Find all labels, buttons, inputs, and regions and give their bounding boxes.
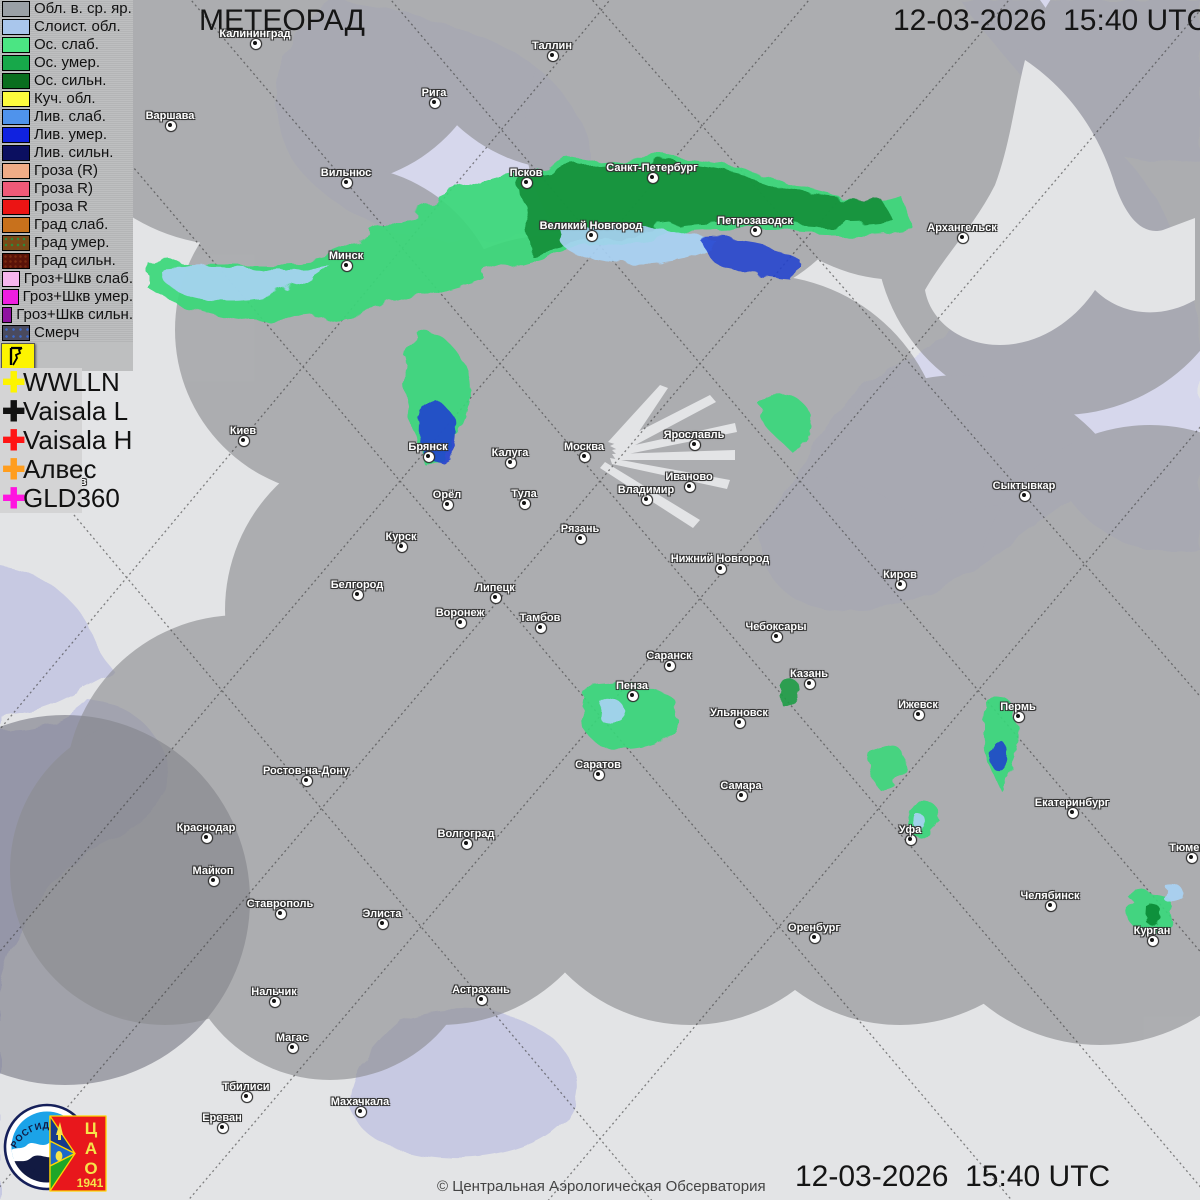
svg-text:1941: 1941 [77,1176,104,1190]
svg-text:Ц: Ц [85,1119,98,1138]
svg-text:А: А [85,1139,97,1158]
